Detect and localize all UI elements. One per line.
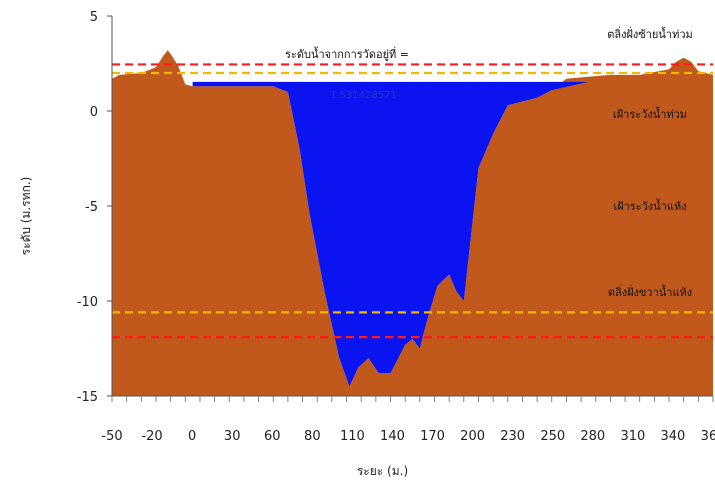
x-tick-label: 200: [460, 429, 485, 444]
x-tick-label: 310: [620, 429, 645, 444]
x-tick-label: 250: [540, 429, 565, 444]
x-tick-label: 30: [224, 429, 241, 444]
y-tick-label: -5: [85, 200, 98, 215]
x-tick-label: 230: [500, 429, 525, 444]
water-level-value: 1.531428571: [330, 90, 397, 101]
zone-annotation: เฝ้าระวังน้ำแห้ง: [613, 198, 686, 213]
x-tick-label: 140: [380, 429, 405, 444]
x-tick-label: 170: [420, 429, 445, 444]
bank-right-label: ตลิ่งฝั่งขวาน้ำแห้ง: [608, 284, 692, 299]
bank-left-label: เฝ้าระวังน้ำท่วม: [613, 106, 687, 121]
water-level-label: ระดับน้ำจากการวัดอยู่ที่ =: [285, 46, 409, 61]
flood-left-bank-label: ตลิ่งฝั่งซ้ายน้ำท่วม: [607, 26, 693, 41]
x-tick-label: -50: [101, 429, 122, 444]
x-tick-label: 280: [580, 429, 605, 444]
x-tick-label: 0: [188, 429, 196, 444]
x-axis-title: ระยะ (ม.): [357, 464, 408, 478]
y-tick-label: 0: [90, 105, 98, 120]
x-tick-label: 60: [264, 429, 281, 444]
plot-area: [112, 50, 713, 396]
y-tick-label: 5: [90, 10, 98, 25]
x-tick-label: 110: [340, 429, 365, 444]
y-tick-label: -15: [77, 390, 98, 405]
x-tick-label: 360: [701, 429, 715, 444]
x-tick-label: 80: [304, 429, 321, 444]
y-tick-label: -10: [77, 295, 98, 310]
y-axis-title: ระดับ (ม.รทก.): [19, 177, 33, 256]
x-tick-label: 340: [661, 429, 686, 444]
x-tick-label: -20: [141, 429, 162, 444]
